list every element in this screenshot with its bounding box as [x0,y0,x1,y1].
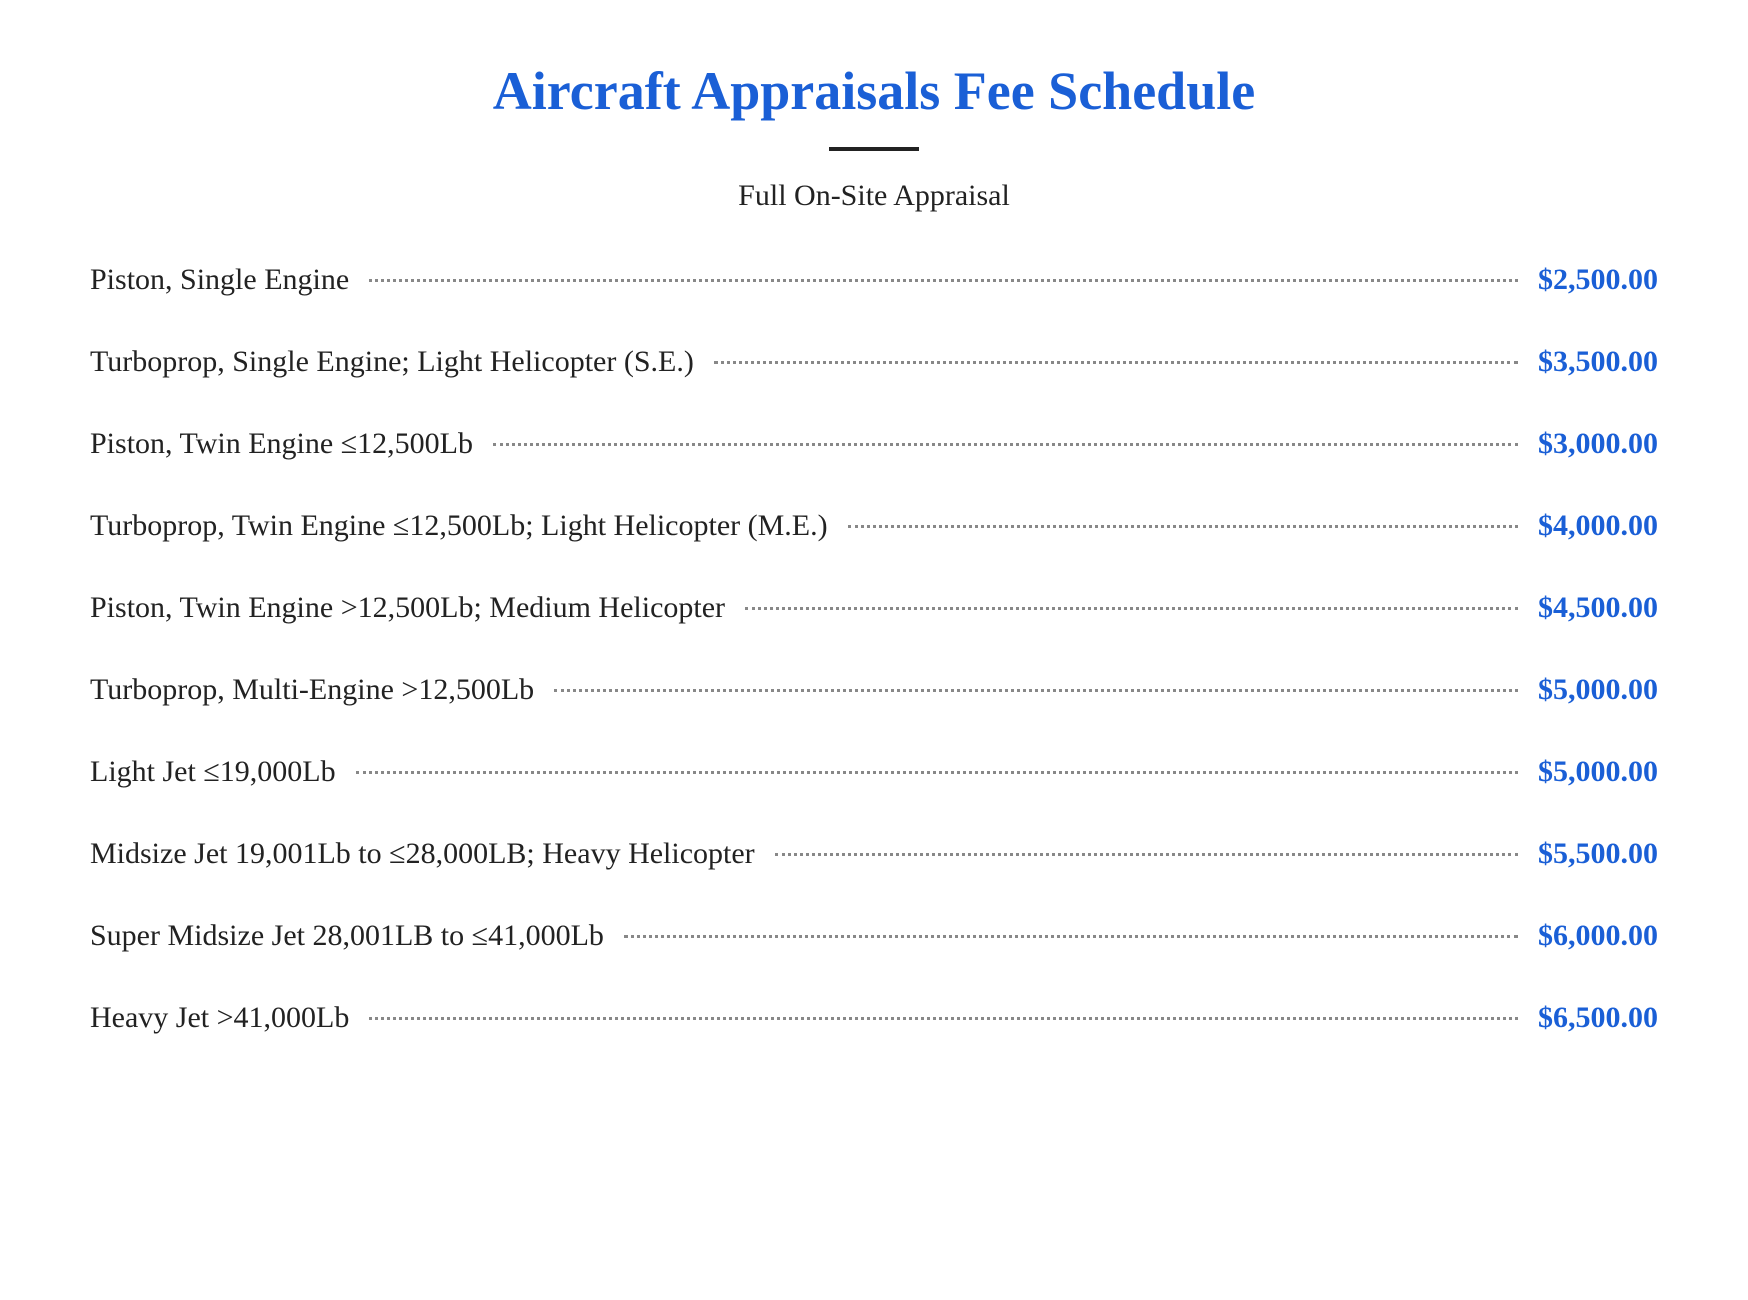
fee-label: Turboprop, Multi-Engine >12,500Lb [90,673,549,707]
fee-price: $4,000.00 [1523,509,1658,543]
fee-dots [775,853,1518,856]
fee-label: Turboprop, Single Engine; Light Helicopt… [90,345,709,379]
fee-dots [714,361,1518,364]
fee-price: $6,000.00 [1523,919,1658,953]
page-subtitle: Full On-Site Appraisal [90,179,1658,213]
fee-row: Turboprop, Multi-Engine >12,500Lb $5,000… [90,673,1658,707]
fee-row: Turboprop, Twin Engine ≤12,500Lb; Light … [90,509,1658,543]
fee-list: Piston, Single Engine $2,500.00 Turbopro… [90,263,1658,1035]
fee-price: $3,500.00 [1523,345,1658,379]
fee-price: $5,500.00 [1523,837,1658,871]
fee-dots [369,1017,1518,1020]
fee-row: Heavy Jet >41,000Lb $6,500.00 [90,1001,1658,1035]
fee-row: Turboprop, Single Engine; Light Helicopt… [90,345,1658,379]
fee-row: Super Midsize Jet 28,001LB to ≤41,000Lb … [90,919,1658,953]
fee-label: Piston, Single Engine [90,263,364,297]
fee-price: $5,000.00 [1523,673,1658,707]
fee-dots [624,935,1518,938]
fee-dots [848,525,1518,528]
fee-label: Piston, Twin Engine >12,500Lb; Medium He… [90,591,740,625]
fee-price: $3,000.00 [1523,427,1658,461]
fee-label: Heavy Jet >41,000Lb [90,1001,364,1035]
fee-schedule-document: Aircraft Appraisals Fee Schedule Full On… [90,60,1658,1035]
fee-row: Piston, Single Engine $2,500.00 [90,263,1658,297]
fee-price: $5,000.00 [1523,755,1658,789]
fee-price: $6,500.00 [1523,1001,1658,1035]
fee-price: $4,500.00 [1523,591,1658,625]
fee-price: $2,500.00 [1523,263,1658,297]
fee-dots [356,771,1518,774]
fee-label: Midsize Jet 19,001Lb to ≤28,000LB; Heavy… [90,837,770,871]
fee-dots [745,607,1518,610]
fee-row: Midsize Jet 19,001Lb to ≤28,000LB; Heavy… [90,837,1658,871]
title-divider [829,147,919,151]
fee-label: Turboprop, Twin Engine ≤12,500Lb; Light … [90,509,843,543]
fee-row: Piston, Twin Engine ≤12,500Lb $3,000.00 [90,427,1658,461]
fee-label: Piston, Twin Engine ≤12,500Lb [90,427,488,461]
page-title: Aircraft Appraisals Fee Schedule [90,60,1658,122]
fee-dots [369,279,1518,282]
fee-dots [554,689,1518,692]
fee-row: Piston, Twin Engine >12,500Lb; Medium He… [90,591,1658,625]
fee-label: Super Midsize Jet 28,001LB to ≤41,000Lb [90,919,619,953]
fee-dots [493,443,1518,446]
fee-row: Light Jet ≤19,000Lb $5,000.00 [90,755,1658,789]
fee-label: Light Jet ≤19,000Lb [90,755,351,789]
